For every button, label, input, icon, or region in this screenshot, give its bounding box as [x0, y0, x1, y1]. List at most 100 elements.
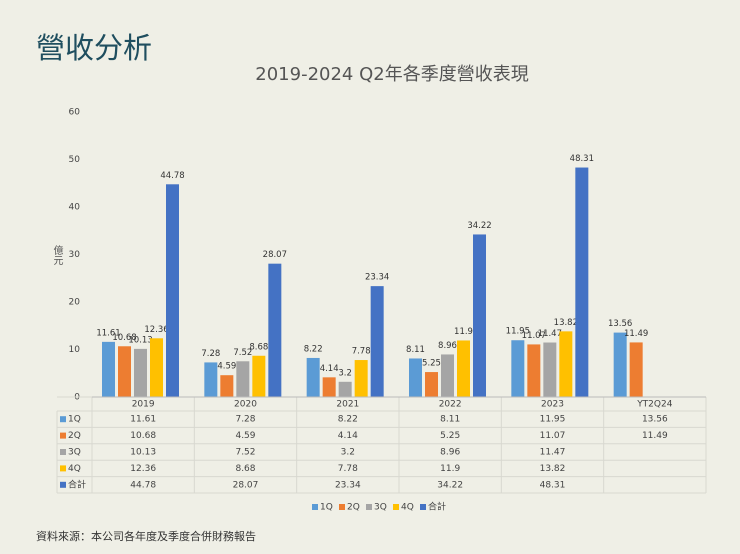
data-label: 7.28 [201, 349, 220, 359]
x-tick-label: YT2Q24 [636, 400, 673, 410]
data-label: 10.68 [112, 333, 136, 343]
chart-title: 2019-2024 Q2年各季度營收表現 [255, 64, 528, 85]
table-cell: 8.96 [440, 448, 460, 458]
bar [370, 286, 384, 397]
bar [527, 344, 541, 397]
table-cell: 8.68 [235, 464, 255, 474]
bar [473, 234, 486, 397]
table-cell: 11.07 [540, 431, 566, 441]
data-label: 11.95 [506, 327, 530, 337]
y-tick-label: 50 [69, 155, 81, 165]
table-cell: 4.59 [235, 431, 255, 441]
bar [204, 362, 218, 397]
y-axis-title: 億元 [51, 244, 63, 265]
legend-label: 4Q [68, 464, 81, 474]
table-cell: 4.14 [338, 431, 358, 441]
bar [134, 348, 147, 397]
bar [613, 332, 627, 397]
table-cell: 11.61 [130, 415, 156, 425]
bar [236, 361, 250, 397]
legend-label: 2Q [68, 431, 81, 441]
table-cell: 11.95 [540, 415, 566, 425]
table-cell: 7.78 [338, 464, 358, 474]
legend-swatch [60, 449, 66, 455]
data-label: 13.82 [554, 318, 578, 328]
bar [306, 357, 320, 397]
data-label: 4.14 [320, 364, 339, 374]
data-label: 44.78 [160, 171, 184, 181]
legend-swatch [312, 504, 318, 510]
legend-swatch [60, 481, 66, 488]
legend-label: 合計 [428, 501, 446, 513]
page-title: 營收分析 [36, 31, 152, 65]
table-cell: 8.11 [440, 415, 460, 425]
table-cell: 28.07 [233, 480, 259, 490]
table-cell: 3.2 [341, 448, 355, 458]
data-label: 11.47 [538, 329, 562, 339]
x-tick-label: 2023 [541, 400, 564, 410]
table-cell: 44.78 [130, 480, 156, 490]
table-cell: 10.13 [130, 448, 156, 458]
legend-label: 1Q [68, 415, 81, 425]
legend-label: 3Q [68, 448, 81, 458]
legend-label: 2Q [347, 503, 360, 513]
x-tick-label: 2020 [234, 400, 257, 410]
bar [457, 340, 470, 397]
legend-swatch [393, 504, 399, 510]
table-cell: 48.31 [540, 480, 566, 490]
x-tick-label: 2019 [132, 400, 155, 410]
legend-label: 1Q [320, 503, 333, 513]
data-label: 8.68 [249, 342, 268, 352]
bar [150, 338, 163, 397]
bar [409, 358, 422, 397]
bar [543, 342, 557, 397]
table-cell: 12.36 [130, 464, 156, 474]
data-label: 11.49 [624, 329, 648, 339]
data-label: 3.2 [338, 368, 352, 378]
table-cell: 13.82 [540, 464, 566, 474]
data-label: 7.52 [233, 348, 252, 358]
bar [629, 342, 643, 397]
data-label: 48.31 [570, 154, 594, 164]
bar [102, 341, 115, 397]
x-tick-label: 2021 [336, 400, 359, 410]
data-label: 11.61 [96, 328, 120, 338]
y-tick-label: 60 [69, 108, 81, 118]
legend-swatch [366, 504, 372, 510]
bar [575, 167, 589, 397]
data-label: 12.36 [144, 325, 168, 335]
bar [511, 340, 525, 397]
data-label: 11.9 [454, 327, 473, 337]
data-label: 8.96 [438, 341, 457, 351]
data-label: 8.11 [406, 345, 425, 355]
data-label: 13.56 [608, 319, 632, 329]
table-cell: 23.34 [335, 480, 361, 490]
bar [354, 360, 368, 397]
legend-label: 4Q [401, 503, 414, 513]
table-cell: 13.56 [642, 415, 668, 425]
data-label: 7.78 [352, 347, 371, 357]
table-cell: 7.28 [235, 415, 255, 425]
legend-swatch [60, 432, 66, 439]
footer: 資料來源：本公司各年度及季度合併財務報告 [36, 529, 256, 543]
data-label: 34.22 [467, 221, 491, 231]
bar [559, 331, 573, 397]
bar [338, 381, 352, 397]
data-label: 23.34 [365, 273, 389, 283]
bar [252, 355, 266, 397]
y-tick-label: 10 [69, 345, 81, 355]
legend-label: 3Q [374, 503, 387, 513]
legend-swatch [420, 504, 426, 510]
y-tick-label: 40 [69, 203, 81, 213]
table-cell: 34.22 [437, 480, 463, 490]
table-cell: 10.68 [130, 431, 156, 441]
data-label: 4.59 [217, 362, 236, 372]
table-cell: 11.9 [440, 464, 460, 474]
table-cell: 5.25 [440, 431, 460, 441]
bar [118, 346, 131, 397]
y-tick-label: 20 [69, 298, 81, 308]
bar [322, 377, 336, 397]
x-tick-label: 2022 [439, 400, 462, 410]
table-cell: 11.49 [642, 431, 668, 441]
